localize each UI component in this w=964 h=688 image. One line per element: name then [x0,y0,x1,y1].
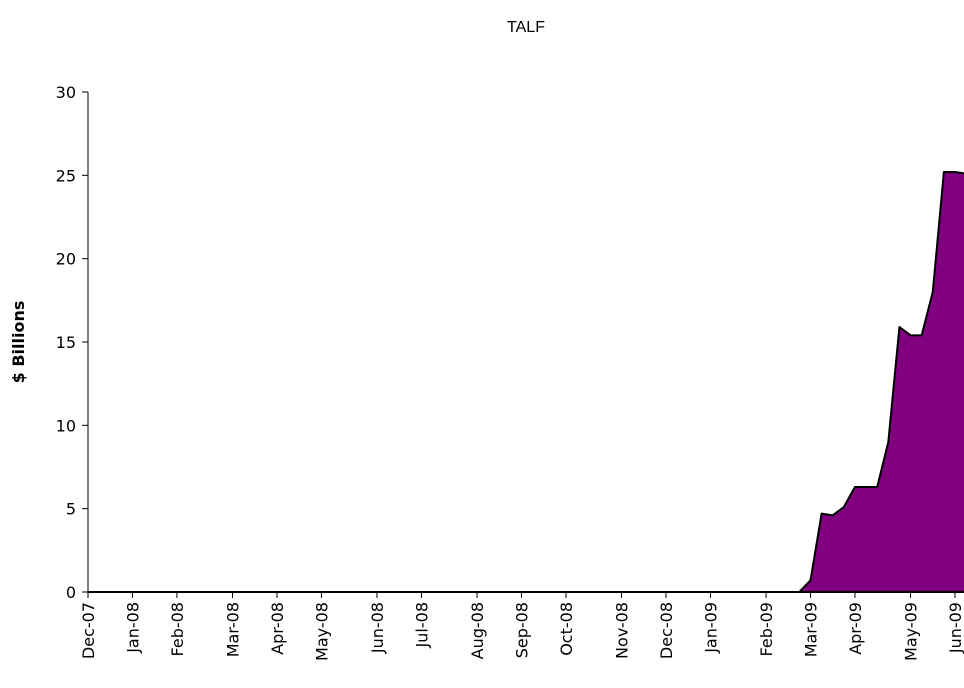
x-tick-label: Dec-07 [79,602,98,659]
y-tick-label: 30 [56,83,76,102]
x-tick-label: Sep-08 [513,602,532,658]
x-tick-label: May-08 [312,602,331,661]
x-tick-label: Apr-08 [268,602,287,655]
x-tick-label: Oct-08 [557,602,576,656]
y-tick-label: 15 [56,333,76,352]
y-tick-label: 5 [66,500,76,519]
x-tick-label: Aug-08 [468,602,487,659]
y-tick-label: 20 [56,250,76,269]
x-tick-label: Feb-09 [757,602,776,656]
area [87,171,964,593]
x-tick-label: Mar-08 [224,602,243,657]
x-tick-label: Jan-09 [701,602,720,654]
x-tick-label: Jan-08 [123,602,142,654]
x-tick-label: Jun-09 [946,602,964,654]
y-tick-label: 0 [66,583,76,602]
x-tick-label: Mar-09 [802,602,821,657]
x-tick-label: Feb-08 [168,602,187,656]
y-axis-label: $ Billions [9,301,28,384]
x-tick-label: May-09 [902,602,921,661]
x-tick-label: Jul-08 [412,602,431,648]
x-tick-label: Nov-08 [613,602,632,659]
y-tick-label: 10 [56,416,76,435]
x-tick-label: Dec-08 [657,602,676,659]
x-tick-label: Apr-09 [846,602,865,655]
y-tick-label: 25 [56,166,76,185]
x-tick-label: Jun-08 [368,602,387,654]
chart-title: TALF [507,19,545,36]
